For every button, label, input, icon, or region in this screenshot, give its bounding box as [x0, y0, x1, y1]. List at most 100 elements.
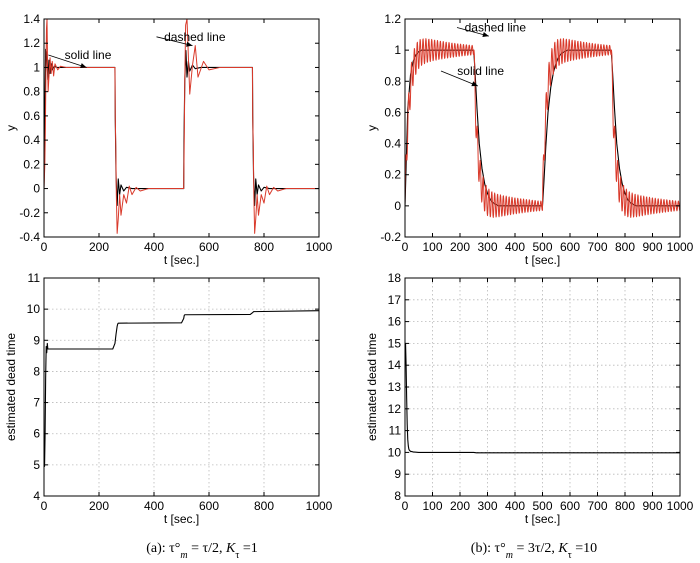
- x-tick-label: 900: [642, 240, 662, 254]
- y-tick-label: 10: [27, 302, 41, 316]
- caption-a-k: K: [225, 541, 236, 556]
- y-tick-label: 4: [33, 489, 40, 503]
- chart-b-bottom: 0 100 200 300 400 500 600 700 800 900 1000 8 9 10 11 12…: [365, 271, 694, 526]
- y-axis-label: estimated dead time: [4, 333, 18, 441]
- caption-b-sub1: m: [506, 550, 513, 561]
- x-tick-label: 700: [587, 240, 607, 254]
- caption-a-main: (a): τ°: [146, 541, 180, 556]
- y-tick-label: 12: [388, 402, 402, 416]
- x-tick-label: 800: [254, 499, 274, 513]
- y-tick-label: 9: [394, 467, 401, 481]
- x-tick-label: 900: [642, 499, 662, 513]
- y-tick-label: 18: [388, 271, 402, 285]
- plot-frame: [43, 277, 320, 497]
- y-tick-label: 1.2: [384, 12, 401, 26]
- series-line-solid: [44, 48, 319, 207]
- series-line-dashed: [405, 38, 680, 218]
- x-tick-label: 100: [422, 499, 442, 513]
- y-tick-label: 16: [388, 315, 402, 329]
- x-tick-label: 100: [422, 240, 442, 254]
- y-tick-label: 1.2: [23, 36, 40, 50]
- y-tick-label: 0.2: [23, 157, 40, 171]
- x-tick-label: 1000: [667, 499, 694, 513]
- caption-a: (a): τ°m = τ/2, Kτ =1: [146, 541, 258, 561]
- x-tick-label: 600: [199, 240, 219, 254]
- annotation-arrowhead: [482, 32, 489, 38]
- y-tick-label: -0.2: [380, 230, 401, 244]
- caption-b-mid: = 3τ/2,: [513, 541, 558, 556]
- x-tick-label: 400: [505, 499, 525, 513]
- x-tick-label: 200: [89, 240, 109, 254]
- x-tick-label: 700: [587, 499, 607, 513]
- y-tick-label: 0.2: [384, 168, 401, 182]
- x-axis-label: t [sec.]: [525, 512, 560, 526]
- x-tick-label: 1000: [306, 499, 333, 513]
- chart-a-top: 0 200 400 600 800 1000 -0.4 -0.2 0 0.2 0.4 0.6 0.8 1 1…: [4, 12, 333, 267]
- x-tick-label: 200: [450, 240, 470, 254]
- annotation-arrowhead: [471, 81, 478, 87]
- x-tick-label: 600: [560, 240, 580, 254]
- y-tick-label: 10: [388, 445, 402, 459]
- caption-a-sub1: m: [180, 550, 187, 561]
- y-tick-label: 1.4: [23, 12, 40, 26]
- series-line-solid: [405, 342, 680, 454]
- y-tick-label: 14: [388, 358, 402, 372]
- y-tick-label: 9: [33, 333, 40, 347]
- x-tick-label: 200: [89, 499, 109, 513]
- y-tick-label: 1: [33, 60, 40, 74]
- y-tick-label: 11: [389, 424, 402, 438]
- caption-a-sub2: τ: [235, 550, 239, 561]
- y-tick-label: 11: [28, 271, 41, 285]
- caption-a-tail: =1: [239, 541, 257, 556]
- x-tick-label: 1000: [667, 240, 694, 254]
- annotation-label: solid line: [457, 64, 504, 78]
- y-tick-label: -0.4: [19, 230, 40, 244]
- x-tick-label: 300: [477, 240, 497, 254]
- plot-frame: [43, 18, 320, 238]
- y-tick-label: 0: [33, 182, 40, 196]
- annotation-arrowhead: [80, 63, 87, 69]
- y-tick-label: 0: [394, 199, 401, 213]
- y-tick-label: 0.4: [23, 133, 40, 147]
- x-tick-label: 600: [560, 499, 580, 513]
- annotation-arrowhead: [186, 41, 193, 47]
- y-tick-label: 0.6: [384, 105, 401, 119]
- chart-b-top: 0 100 200 300 400 500 600 700 800 900 1000-0.200.2…: [365, 12, 694, 267]
- y-tick-label: 17: [388, 293, 402, 307]
- caption-b-main: (b): τ°: [471, 541, 506, 556]
- y-axis-label: estimated dead time: [365, 333, 379, 441]
- caption-b-tail: =10: [572, 541, 597, 556]
- annotation-arrow: [156, 36, 193, 47]
- x-tick-label: 0: [41, 240, 48, 254]
- x-tick-label: 200: [450, 499, 470, 513]
- x-tick-label: 500: [532, 240, 552, 254]
- y-axis-label: y: [4, 125, 18, 131]
- x-tick-label: 400: [505, 240, 525, 254]
- x-tick-label: 800: [615, 499, 635, 513]
- series-line-dashed: [44, 19, 319, 234]
- x-tick-label: 800: [615, 240, 635, 254]
- x-tick-label: 400: [144, 499, 164, 513]
- y-tick-label: 5: [33, 458, 40, 472]
- y-tick-label: 0.8: [23, 85, 40, 99]
- x-tick-label: 500: [532, 499, 552, 513]
- x-tick-label: 800: [254, 240, 274, 254]
- y-tick-label: 0.4: [384, 137, 401, 151]
- y-tick-label: 0.6: [23, 109, 40, 123]
- x-tick-label: 400: [144, 240, 164, 254]
- y-tick-label: 1: [394, 43, 401, 57]
- annotation-arrow: [440, 70, 479, 87]
- y-tick-label: 0.8: [384, 74, 401, 88]
- y-tick-label: 7: [33, 396, 40, 410]
- caption-b-k: K: [557, 541, 568, 556]
- caption-b: (b): τ°m = 3τ/2, Kτ =10: [471, 541, 597, 561]
- x-tick-label: 0: [402, 499, 409, 513]
- y-tick-label: 13: [388, 380, 402, 394]
- annotation-label: dashed line: [164, 30, 226, 44]
- y-tick-label: 8: [33, 364, 40, 378]
- y-tick-label: -0.2: [19, 206, 40, 220]
- annotation-label: solid line: [65, 48, 112, 62]
- annotation-label: dashed line: [465, 20, 527, 34]
- x-tick-label: 1000: [306, 240, 333, 254]
